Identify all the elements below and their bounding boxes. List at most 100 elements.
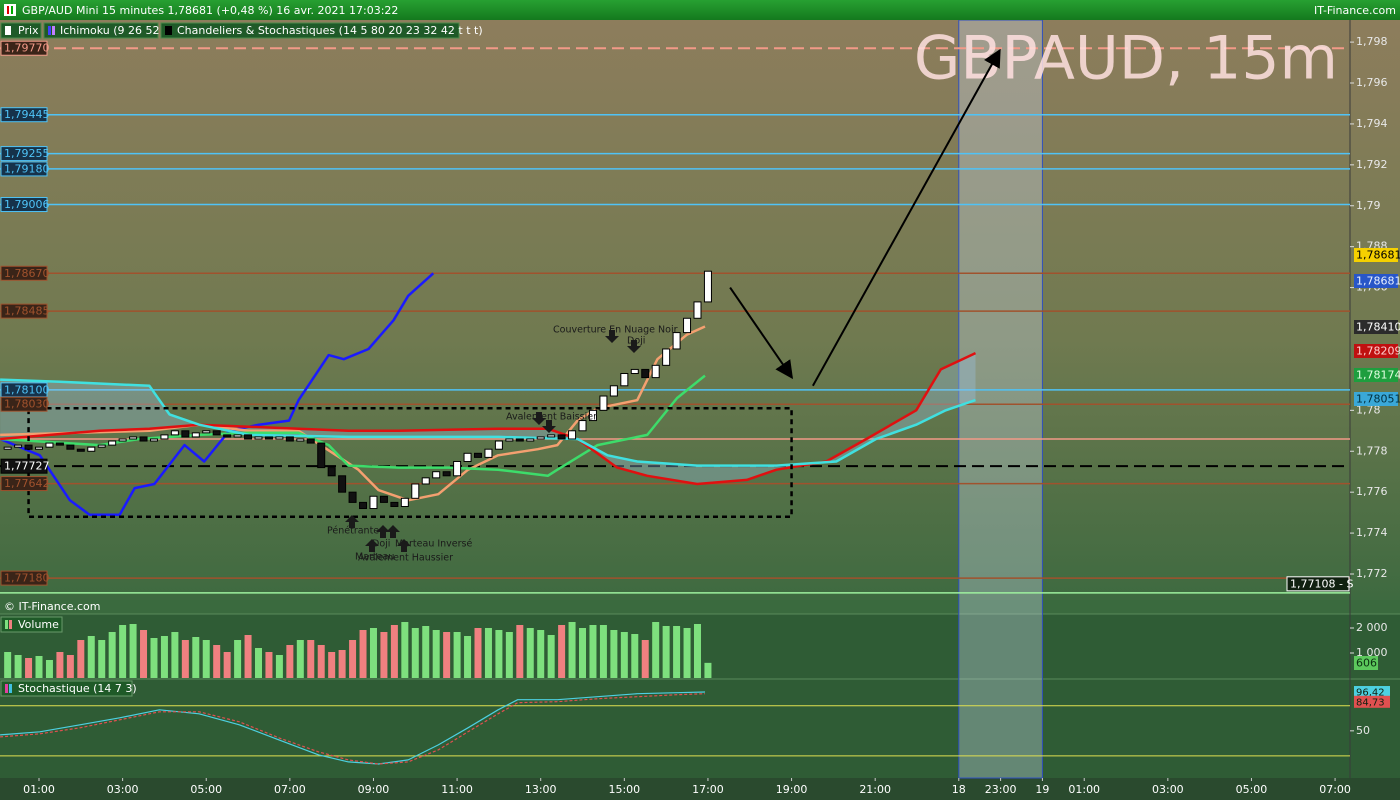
candle bbox=[285, 436, 294, 442]
x-tick-label: 01:00 bbox=[1068, 783, 1100, 796]
price-badge-label: 1,78681 bbox=[1356, 249, 1400, 262]
volume-bar bbox=[401, 622, 409, 678]
volume-bar bbox=[568, 622, 576, 678]
candle bbox=[641, 368, 650, 379]
volume-bar bbox=[338, 650, 346, 678]
level-label-box bbox=[0, 458, 48, 474]
candle bbox=[421, 477, 430, 485]
volume-bar bbox=[150, 638, 158, 678]
volume-bar bbox=[171, 632, 179, 678]
legend-item[interactable] bbox=[43, 22, 159, 39]
x-tick-label: 03:00 bbox=[107, 783, 139, 796]
panel-label-box bbox=[0, 616, 63, 633]
legend-swatch bbox=[5, 684, 8, 693]
candle bbox=[609, 385, 618, 397]
volume-bar bbox=[296, 640, 304, 678]
volume-bar bbox=[474, 628, 482, 678]
legend-swatch bbox=[52, 26, 55, 35]
legend-item[interactable] bbox=[160, 22, 460, 39]
indicator-line bbox=[0, 325, 706, 502]
level-label-box bbox=[0, 146, 48, 162]
volume-bar bbox=[255, 648, 263, 678]
volume-bar bbox=[307, 640, 315, 678]
volume-bar bbox=[537, 630, 545, 678]
volume-bar bbox=[317, 645, 325, 678]
volume-bar bbox=[443, 632, 451, 678]
candle bbox=[108, 440, 117, 446]
candle bbox=[24, 444, 33, 450]
x-tick-label: 11:00 bbox=[441, 783, 473, 796]
x-tick-label: 05:00 bbox=[1236, 783, 1268, 796]
candle bbox=[118, 438, 127, 442]
level-label-box bbox=[0, 265, 48, 281]
indicator-line bbox=[0, 378, 976, 467]
level-label-box bbox=[0, 161, 48, 177]
footer-text: © IT-Finance.com bbox=[4, 600, 101, 613]
candle bbox=[369, 495, 378, 510]
volume-bar bbox=[579, 628, 587, 678]
price-badge bbox=[1354, 344, 1398, 358]
candle bbox=[620, 373, 629, 387]
candle bbox=[327, 467, 336, 477]
volume-bar bbox=[620, 632, 628, 678]
volume-bar bbox=[693, 624, 701, 678]
volume-badge bbox=[1354, 656, 1378, 670]
volume-bar bbox=[516, 625, 524, 678]
y-tick-label: 1,798 bbox=[1356, 35, 1388, 48]
candle bbox=[306, 438, 315, 444]
header-brand: IT-Finance.com bbox=[1314, 4, 1396, 17]
pattern-annotation: Pénétrante bbox=[327, 526, 379, 537]
volume-bar bbox=[349, 640, 357, 678]
candle bbox=[149, 438, 158, 442]
volume-bar bbox=[432, 630, 440, 678]
x-tick-label: 01:00 bbox=[23, 783, 55, 796]
level-label-box bbox=[0, 197, 48, 213]
volume-bar bbox=[56, 652, 64, 678]
candle bbox=[400, 497, 409, 507]
level-label-box bbox=[0, 303, 48, 319]
volume-bar bbox=[484, 628, 492, 678]
volume-bar bbox=[275, 655, 283, 678]
bullish-arrow bbox=[397, 539, 411, 552]
candle bbox=[630, 368, 639, 375]
price-badge bbox=[1354, 274, 1398, 288]
price-badge-label: 1,78410 bbox=[1356, 321, 1400, 334]
candle bbox=[703, 270, 712, 303]
candle bbox=[359, 501, 368, 510]
pattern-annotation: Doji bbox=[627, 336, 645, 347]
volume-bar bbox=[599, 625, 607, 678]
bullish-arrow bbox=[376, 525, 390, 538]
pattern-annotation: Avalement Haussier bbox=[358, 553, 453, 564]
candle bbox=[35, 446, 44, 450]
volume-bar bbox=[119, 625, 127, 678]
header-bar bbox=[0, 0, 1400, 20]
volume-bar bbox=[495, 630, 503, 678]
x-tick-label: 23:00 bbox=[985, 783, 1017, 796]
candle bbox=[432, 471, 441, 479]
header-icon-mark bbox=[7, 6, 9, 14]
volume-bar bbox=[140, 630, 148, 678]
watermark: GBPAUD, 15m bbox=[914, 24, 1338, 94]
level-label: 1,78670 bbox=[4, 267, 50, 280]
header-title: GBP/AUD Mini 15 minutes 1,78681 (+0,48 %… bbox=[22, 4, 398, 17]
bearish-arrow bbox=[542, 420, 556, 433]
level-label: 1,77727 bbox=[4, 460, 50, 473]
candle bbox=[129, 436, 138, 440]
candle bbox=[505, 438, 514, 442]
x-tick-label: 19:00 bbox=[776, 783, 808, 796]
stochastic-badge-label: 96,42 bbox=[1356, 688, 1385, 699]
candle bbox=[693, 301, 702, 319]
volume-bar bbox=[244, 635, 252, 678]
legend-label: Chandeliers & Stochastiques (14 5 80 20 … bbox=[177, 24, 483, 37]
x-tick-label: 15:00 bbox=[608, 783, 640, 796]
bullish-arrow bbox=[386, 525, 400, 538]
candle bbox=[181, 430, 190, 438]
x-tick-label: 13:00 bbox=[525, 783, 557, 796]
candle bbox=[651, 364, 660, 379]
candle bbox=[76, 448, 85, 452]
candle bbox=[14, 444, 23, 448]
volume-bar bbox=[704, 662, 712, 678]
indicator-line bbox=[0, 374, 706, 478]
candle bbox=[599, 395, 608, 411]
front-layer: 1,797701,794451,792551,791801,790061,786… bbox=[0, 40, 1400, 708]
